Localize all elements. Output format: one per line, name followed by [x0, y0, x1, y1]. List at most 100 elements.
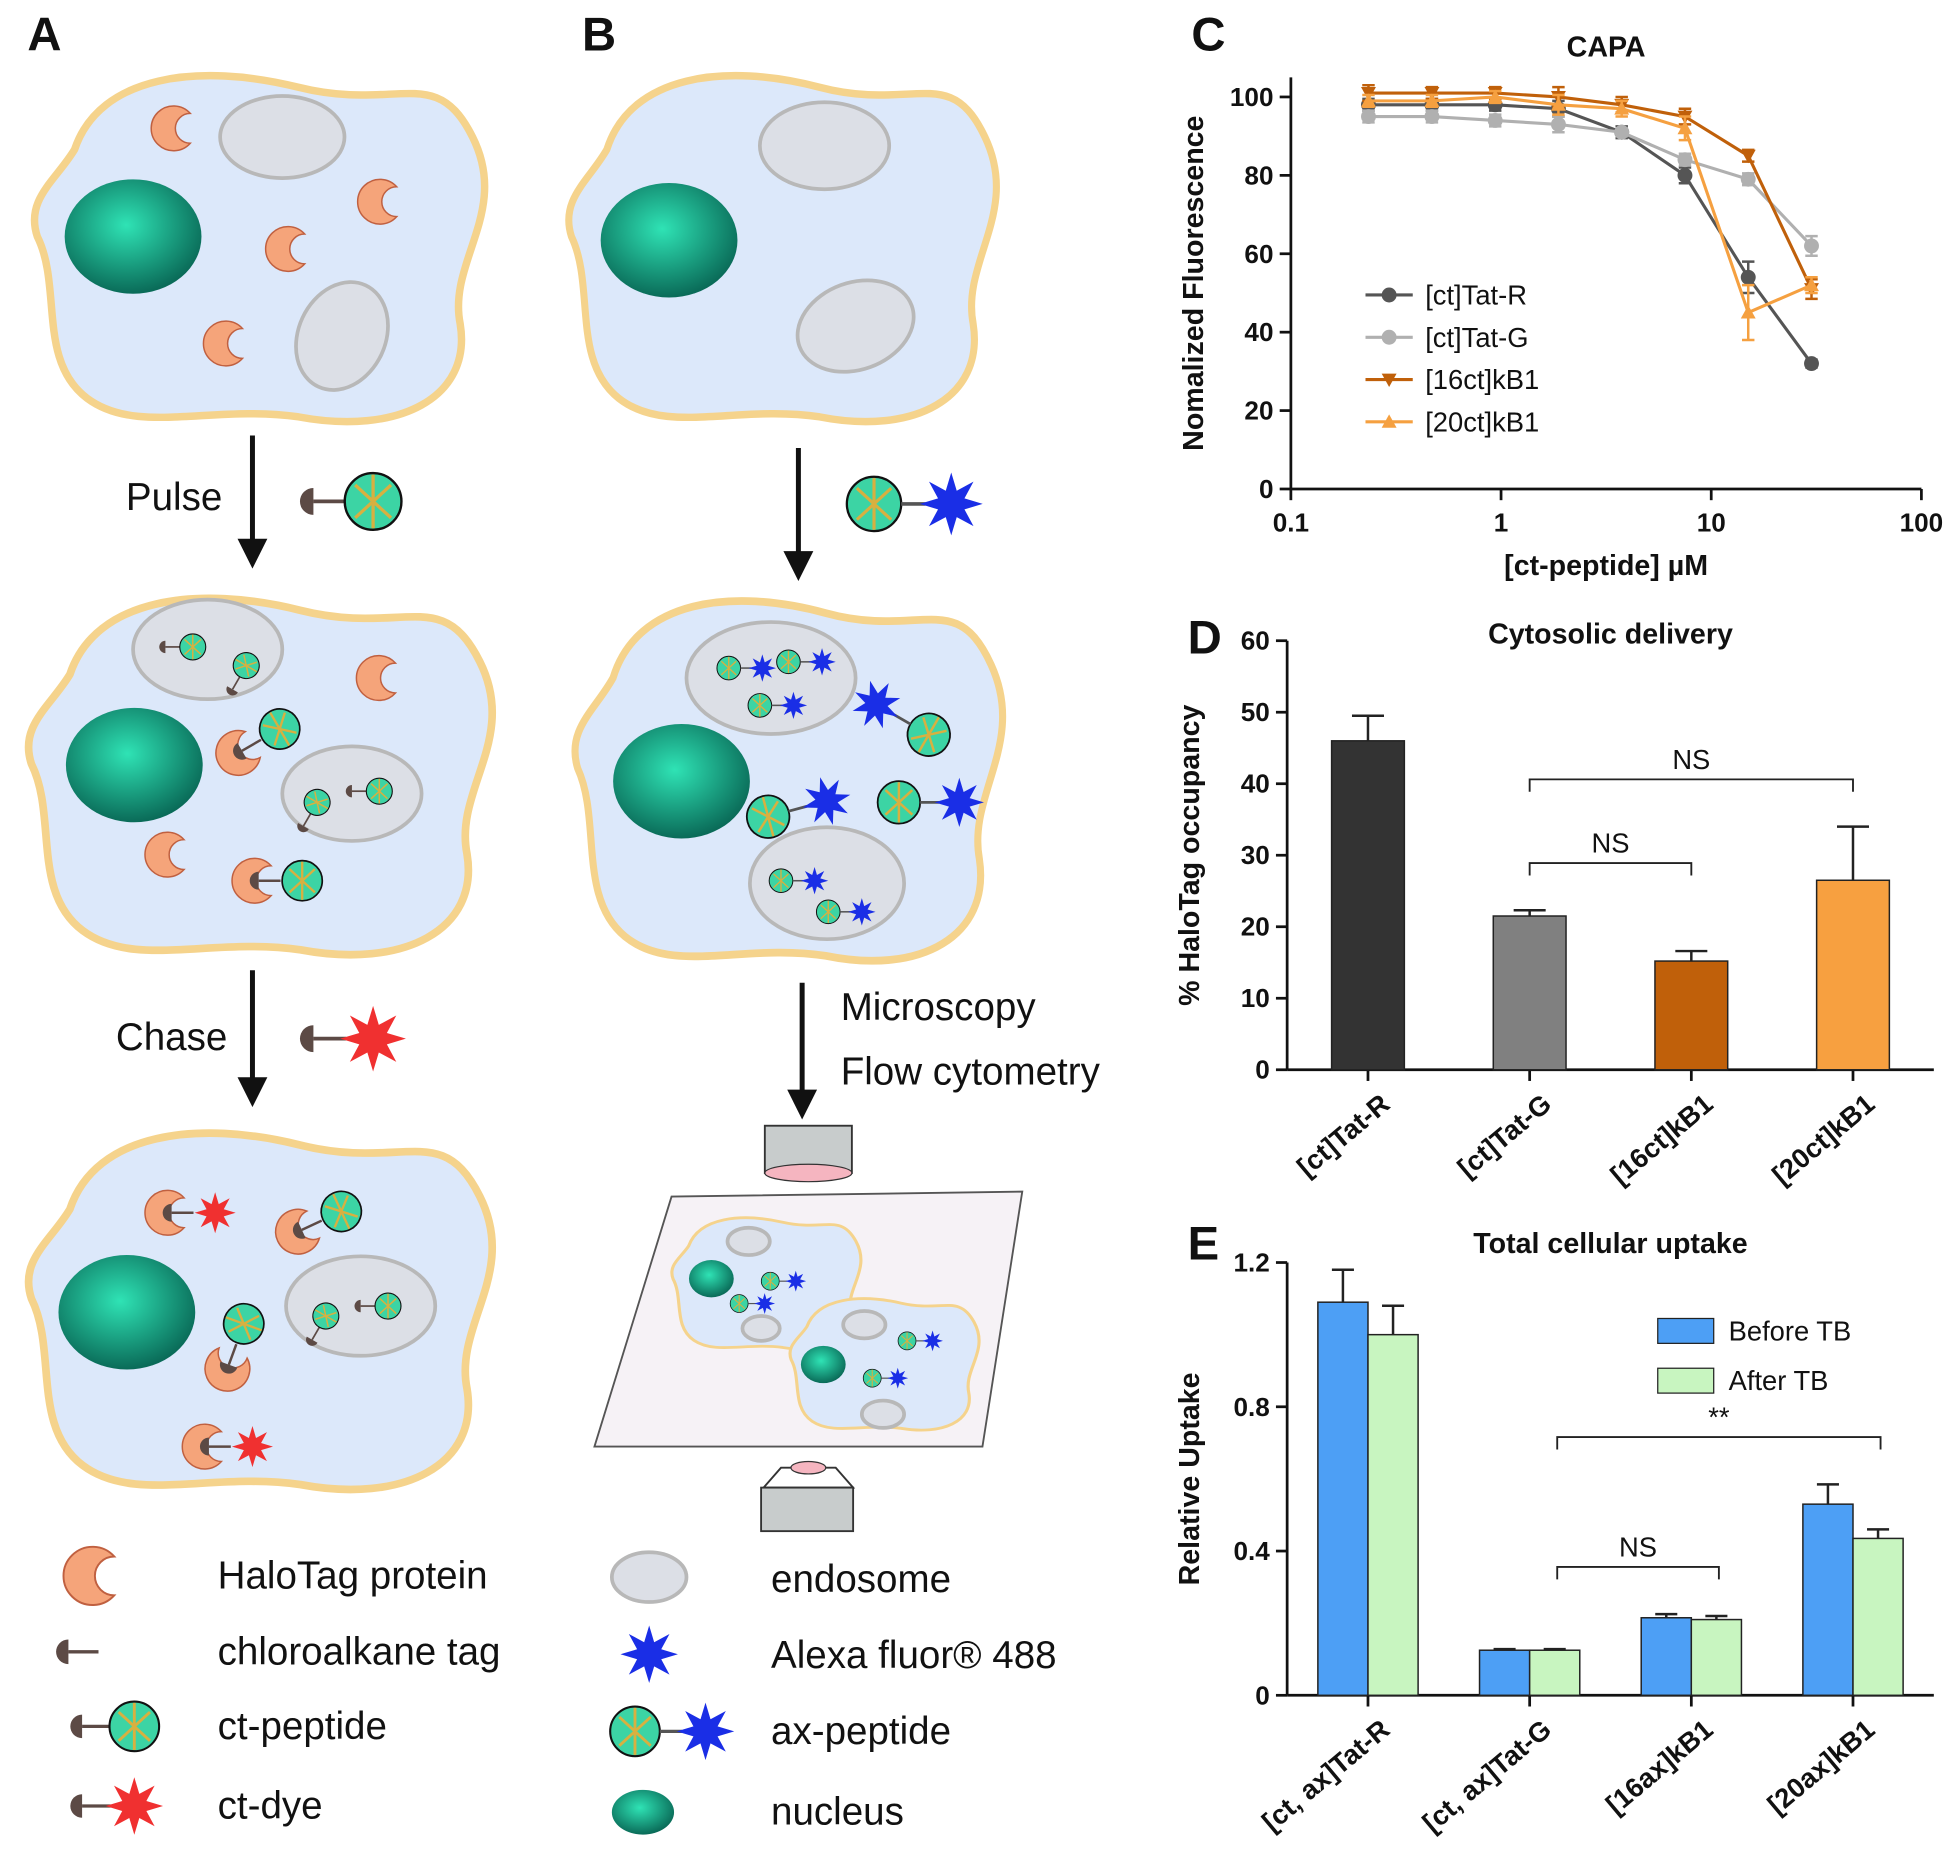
marker: [1677, 152, 1693, 168]
significance-bracket: [1556, 1565, 1720, 1580]
endosome: [841, 1309, 888, 1341]
chart-title: Total cellular uptake: [1473, 1228, 1747, 1260]
bar: [1690, 1618, 1743, 1697]
y-tick-label: 40: [1241, 769, 1270, 799]
legend-marker: [1381, 287, 1397, 303]
significance-label: NS: [1619, 1532, 1657, 1563]
error-bar: [1867, 1528, 1890, 1539]
x-tick-label: 10: [1697, 508, 1726, 538]
y-axis-label: Relative Uptake: [1174, 1372, 1206, 1585]
significance-bracket: [1556, 1436, 1882, 1450]
legend-label: ax-peptide: [771, 1710, 951, 1753]
legend-marker: [1381, 373, 1397, 388]
nucleus: [64, 179, 202, 294]
panel-label: A: [27, 9, 61, 62]
error-bar: [1513, 909, 1546, 917]
y-tick-label: 0: [1255, 1680, 1270, 1710]
x-tick-label: [ct, ax]Tat-G: [1416, 1713, 1557, 1838]
nucleus: [600, 183, 738, 298]
bar: [1815, 879, 1891, 1071]
bar: [1528, 1649, 1581, 1697]
legend-label: [ct]Tat-R: [1425, 279, 1527, 310]
error-bar: [1836, 825, 1870, 881]
endosome: [725, 1225, 772, 1257]
significance-label: NS: [1591, 828, 1629, 859]
step-label: Flow cytometry: [841, 1051, 1101, 1094]
legend-marker: [1381, 414, 1397, 428]
y-tick-label: 30: [1241, 840, 1270, 870]
y-tick-label: 60: [1244, 239, 1273, 269]
legend-label: chloroalkane tag: [218, 1630, 501, 1673]
chart-title: Cytosolic delivery: [1488, 618, 1733, 650]
x-tick-label: 1: [1494, 508, 1509, 538]
x-tick-label: [ct]Tat-R: [1291, 1088, 1396, 1183]
y-tick-label: 40: [1244, 317, 1273, 347]
endosome: [131, 597, 285, 702]
legend-label: After TB: [1729, 1365, 1829, 1396]
significance-bracket: [1528, 778, 1854, 792]
bar: [1654, 960, 1729, 1071]
lens: [790, 1460, 827, 1475]
x-tick-label: [20ax]kB1: [1761, 1713, 1880, 1820]
endosome: [795, 278, 916, 374]
legend-icon: [611, 1789, 675, 1835]
marker: [1361, 109, 1376, 125]
series-line: [1368, 114, 1813, 247]
legend-icon: [610, 1703, 734, 1760]
marker: [1804, 277, 1819, 292]
panel-label: C: [1191, 9, 1225, 62]
legend-label: [16ct]kB1: [1425, 364, 1539, 395]
legend-icon: [609, 1550, 689, 1604]
legend-label: Alexa fluor® 488: [771, 1634, 1057, 1677]
endosome: [859, 1398, 906, 1430]
legend-icon: [70, 1777, 163, 1834]
y-tick-label: 60: [1241, 626, 1270, 656]
error-bar: [1493, 1647, 1516, 1651]
series-line: [1368, 91, 1813, 290]
bar: [1330, 740, 1406, 1071]
nucleus: [613, 724, 750, 839]
bar: [1852, 1537, 1904, 1697]
x-tick-label: [20ct]kB1: [1766, 1088, 1880, 1191]
y-tick-label: 0.8: [1233, 1392, 1269, 1422]
nucleus: [58, 1255, 196, 1370]
error-bar: [1816, 1483, 1839, 1505]
marker: [1740, 269, 1756, 285]
marker: [1550, 97, 1566, 111]
panel-label: E: [1188, 1217, 1220, 1270]
x-tick-label: [ct]Tat-G: [1451, 1088, 1557, 1184]
x-tick-label: [ct, ax]Tat-R: [1256, 1713, 1396, 1837]
marker: [1740, 149, 1756, 164]
bar: [1367, 1333, 1419, 1697]
lens: [764, 1163, 853, 1183]
legend-icon: [620, 1625, 678, 1683]
y-tick-label: 20: [1241, 912, 1270, 942]
x-tick-label: 0.1: [1273, 508, 1309, 538]
marker: [1424, 93, 1440, 107]
significance-label: NS: [1672, 744, 1710, 775]
legend-icon: [70, 1702, 159, 1752]
legend-label: [20ct]kB1: [1425, 406, 1539, 437]
marker: [1804, 356, 1819, 371]
endosome: [757, 100, 892, 192]
chart-title: CAPA: [1567, 32, 1646, 64]
step-label: Chase: [116, 1016, 227, 1059]
y-axis-label: % HaloTag occupancy: [1174, 704, 1206, 1005]
y-tick-label: 1.2: [1233, 1248, 1269, 1278]
marker: [1487, 113, 1503, 128]
legend-label: ct-dye: [218, 1784, 323, 1827]
panel-label: D: [1188, 612, 1222, 665]
y-tick-label: 20: [1244, 396, 1273, 426]
x-tick-label: [16ct]kB1: [1604, 1088, 1718, 1191]
panel-b: B Microscopy Flow cytometry endosome Ale…: [569, 9, 1101, 1835]
marker: [1487, 89, 1503, 103]
marker: [1804, 238, 1819, 254]
legend-label: ct-peptide: [218, 1705, 387, 1748]
nucleus: [800, 1345, 846, 1384]
legend-label: [ct]Tat-G: [1425, 322, 1528, 353]
y-tick-label: 0: [1255, 1055, 1270, 1085]
significance-label: **: [1708, 1402, 1730, 1433]
step-label: Pulse: [126, 476, 222, 519]
marker: [1550, 116, 1566, 132]
